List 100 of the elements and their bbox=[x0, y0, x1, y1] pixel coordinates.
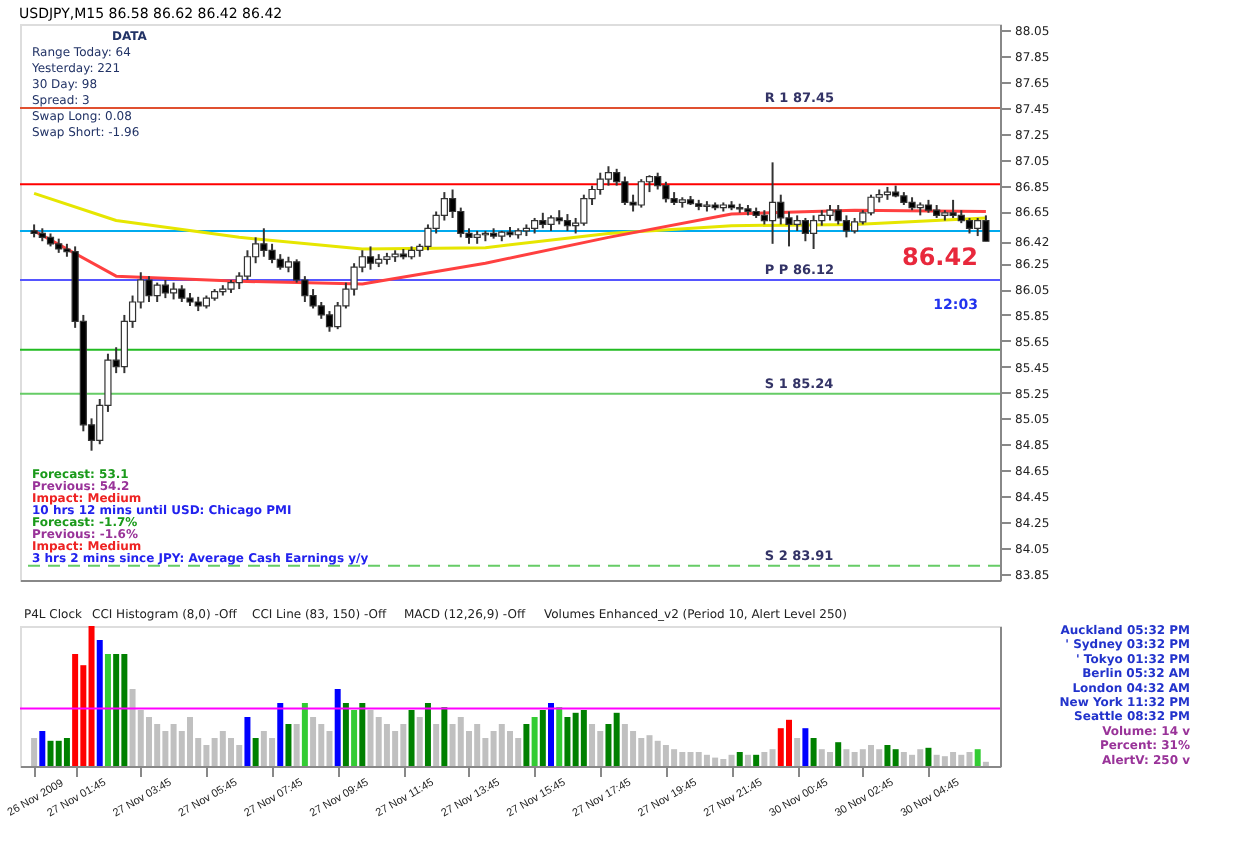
line-series bbox=[32, 191, 988, 251]
bar bbox=[818, 749, 825, 766]
bar bbox=[507, 731, 513, 766]
bar bbox=[359, 703, 366, 766]
candlestick bbox=[243, 249, 252, 282]
bar bbox=[638, 738, 645, 766]
bar bbox=[909, 754, 916, 766]
bar bbox=[835, 742, 842, 766]
candlestick bbox=[842, 214, 851, 239]
bar bbox=[392, 731, 399, 766]
bar bbox=[515, 738, 522, 766]
candlestick bbox=[260, 227, 268, 258]
bar bbox=[154, 724, 161, 766]
bar bbox=[785, 719, 792, 766]
candlestick bbox=[867, 193, 875, 217]
bar bbox=[498, 724, 505, 766]
bar bbox=[679, 752, 686, 766]
bar bbox=[736, 752, 743, 766]
candlestick bbox=[596, 171, 604, 196]
bar bbox=[613, 712, 620, 766]
bar bbox=[777, 728, 784, 766]
candlestick bbox=[637, 178, 645, 209]
bar bbox=[490, 731, 497, 766]
bar bbox=[47, 740, 54, 766]
bar bbox=[203, 745, 210, 766]
bar bbox=[375, 717, 382, 766]
bar bbox=[416, 717, 423, 766]
candlestick bbox=[949, 198, 957, 219]
candlestick bbox=[768, 161, 777, 245]
bar bbox=[671, 749, 678, 766]
bar bbox=[285, 724, 292, 766]
bar bbox=[531, 717, 538, 766]
bar bbox=[277, 703, 284, 766]
bar bbox=[876, 749, 883, 766]
bar bbox=[342, 703, 349, 766]
bar bbox=[433, 724, 440, 766]
candlestick bbox=[325, 310, 334, 333]
bar bbox=[720, 759, 727, 766]
bar bbox=[457, 717, 464, 766]
bar bbox=[630, 731, 637, 766]
bar bbox=[958, 754, 965, 766]
candlestick bbox=[801, 216, 809, 243]
bar bbox=[974, 749, 981, 766]
bar bbox=[884, 745, 891, 766]
bar bbox=[301, 703, 308, 766]
bar bbox=[589, 724, 596, 766]
bar bbox=[925, 747, 932, 766]
bar bbox=[219, 731, 226, 766]
bar bbox=[252, 738, 259, 766]
bar bbox=[310, 717, 317, 766]
bar bbox=[63, 738, 70, 766]
bar bbox=[794, 738, 801, 766]
bar bbox=[441, 707, 448, 766]
bar bbox=[712, 757, 719, 766]
bar bbox=[662, 745, 669, 766]
candlestick bbox=[621, 175, 629, 207]
candlestick bbox=[145, 275, 153, 303]
bar bbox=[827, 752, 833, 766]
annotation: 86.42 bbox=[901, 243, 978, 272]
bar bbox=[170, 724, 177, 766]
bar bbox=[104, 654, 111, 766]
bar bbox=[31, 738, 38, 766]
candlestick bbox=[161, 279, 169, 300]
bar bbox=[187, 717, 193, 766]
bar bbox=[564, 717, 571, 766]
bar bbox=[383, 724, 390, 766]
bar bbox=[761, 752, 768, 766]
bar bbox=[162, 731, 169, 766]
bar bbox=[145, 717, 152, 766]
line-series bbox=[32, 208, 988, 286]
candlestick bbox=[777, 193, 785, 226]
bar bbox=[597, 731, 604, 766]
bar bbox=[703, 754, 710, 766]
bar bbox=[318, 724, 325, 766]
candlestick bbox=[440, 191, 448, 222]
bar bbox=[424, 703, 431, 766]
bar bbox=[572, 712, 579, 766]
bar bbox=[900, 752, 907, 766]
candlestick bbox=[604, 165, 613, 187]
bar bbox=[687, 752, 694, 766]
bar bbox=[868, 745, 875, 766]
bar bbox=[449, 724, 456, 766]
bar bbox=[474, 724, 481, 766]
bar bbox=[367, 710, 374, 766]
bar bbox=[293, 724, 300, 766]
candlestick bbox=[366, 245, 375, 271]
bar bbox=[851, 752, 858, 766]
bar bbox=[580, 710, 587, 766]
bar bbox=[548, 703, 555, 766]
bar bbox=[260, 731, 267, 766]
bar bbox=[236, 745, 243, 766]
bar bbox=[244, 717, 251, 766]
bar bbox=[556, 707, 563, 766]
bar bbox=[769, 749, 776, 766]
bar bbox=[400, 724, 407, 766]
bar bbox=[228, 738, 235, 766]
bar bbox=[523, 724, 530, 766]
bar bbox=[753, 754, 760, 766]
bar bbox=[728, 754, 735, 766]
bar bbox=[933, 754, 940, 766]
